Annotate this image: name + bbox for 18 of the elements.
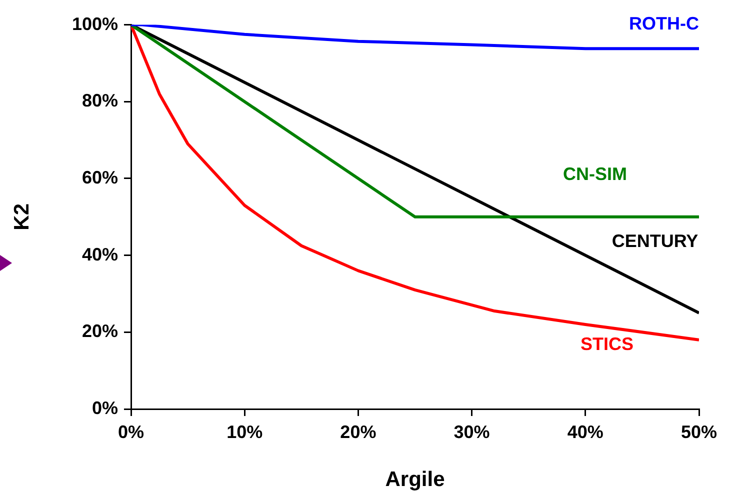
series-label: ROTH-C	[629, 14, 699, 34]
y-tick-label: 100%	[72, 14, 118, 34]
x-tick-label: 40%	[567, 422, 604, 442]
x-tick-label: 0%	[118, 422, 144, 442]
series-label: STICS	[580, 334, 634, 354]
y-axis-title: K2	[10, 203, 34, 230]
x-tick-label: 50%	[680, 422, 718, 442]
y-tick-label: 20%	[82, 321, 118, 342]
y-tick-label: 60%	[82, 167, 118, 188]
y-tick-label: 40%	[82, 244, 118, 264]
series-label: CENTURY	[612, 230, 698, 251]
x-tick-label: 10%	[226, 422, 263, 442]
x-tick-label: 30%	[454, 422, 490, 442]
series-label: CN-SIM	[563, 164, 627, 184]
y-tick-label: 0%	[92, 398, 118, 418]
y-tick-label: 80%	[82, 90, 118, 111]
x-tick-label: 20%	[340, 422, 376, 442]
x-axis-title: Argile	[385, 468, 445, 492]
